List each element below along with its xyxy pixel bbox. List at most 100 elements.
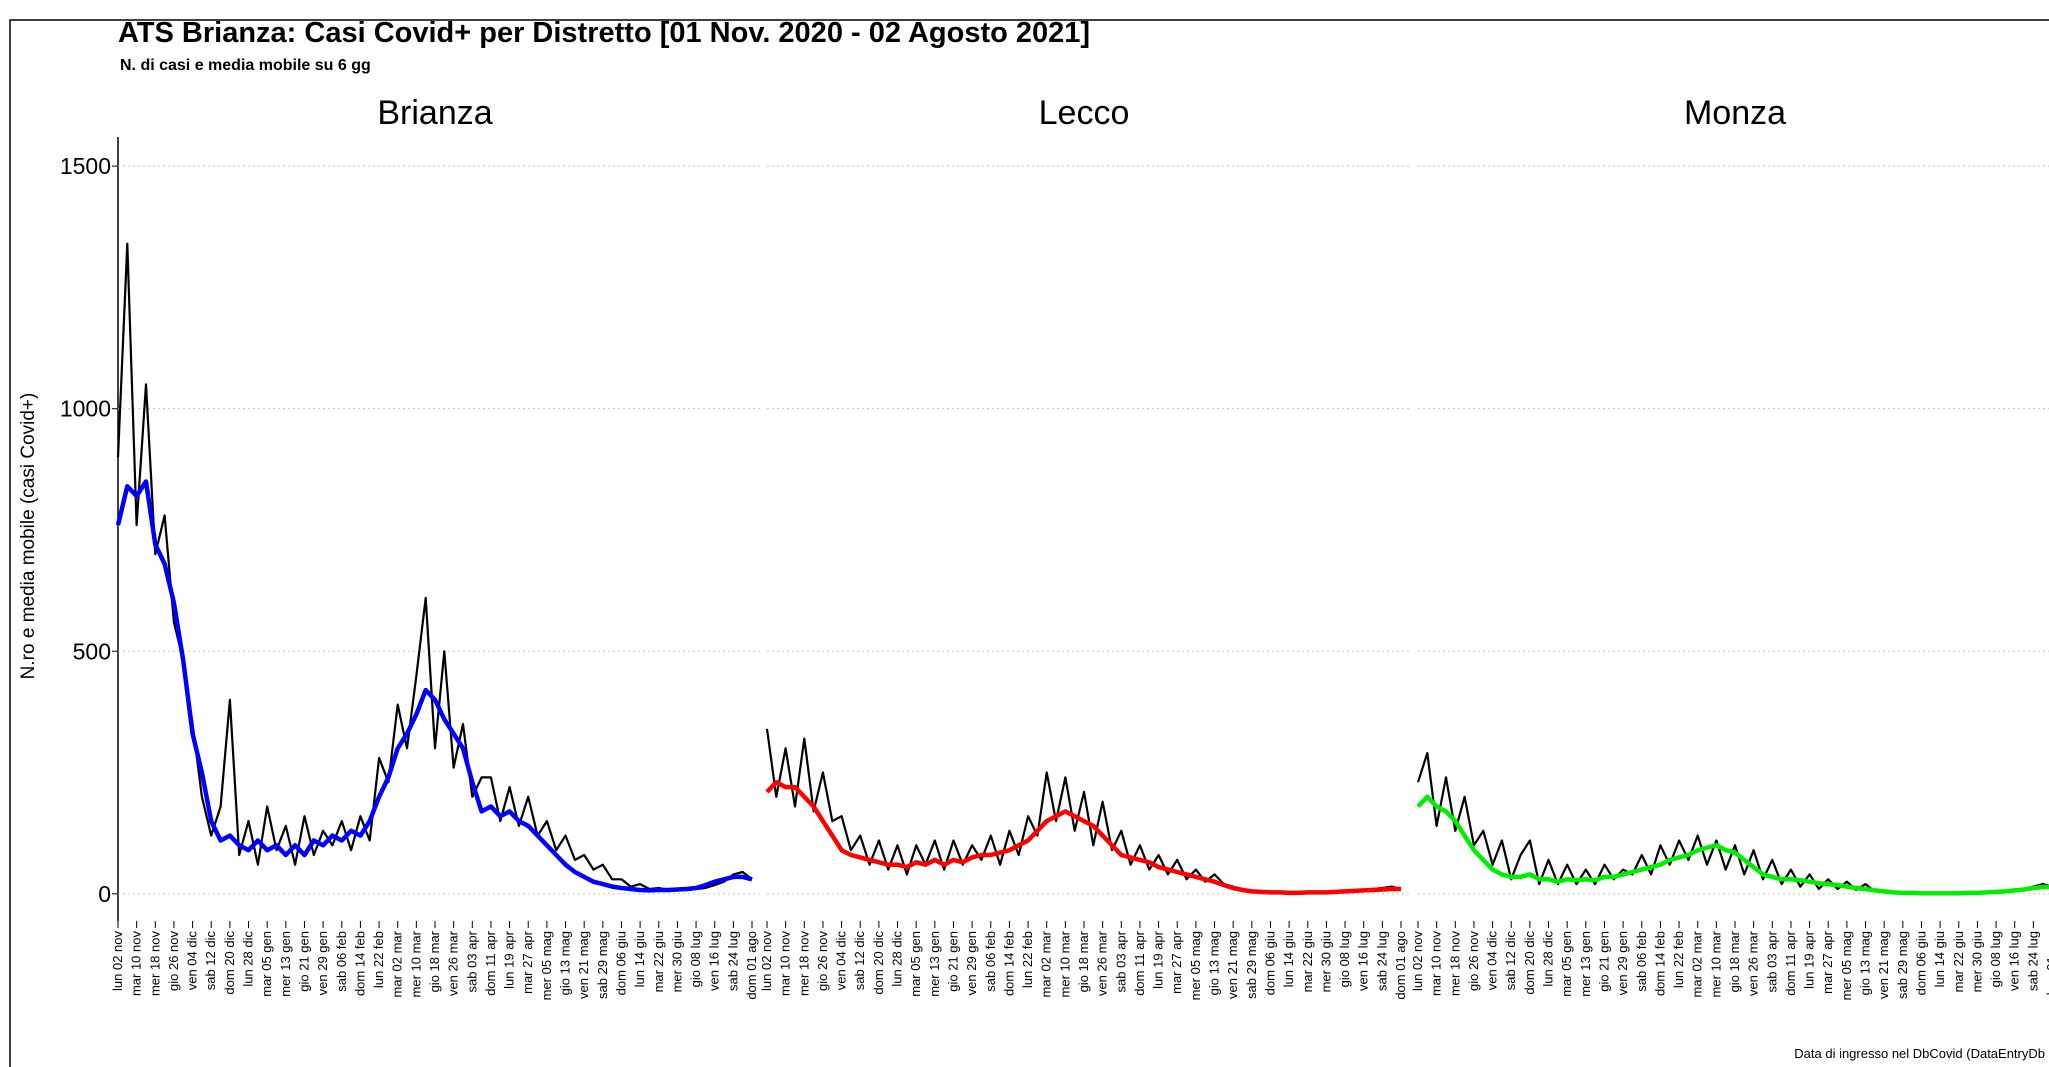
panel-title: Monza: [1684, 94, 1786, 132]
x-tick-label: mer 18 nov: [1447, 931, 1462, 997]
x-tick-label: sab 06 feb: [983, 931, 998, 992]
x-tick-label: mar 22 giu: [1951, 931, 1966, 992]
x-tick-label: ven 16 lug: [707, 931, 722, 991]
x-tick-label: gio 18 mar: [1076, 930, 1091, 992]
x-tick-label: mar 22 giu: [1300, 931, 1315, 992]
x-tick-label: mer 10 mar: [1708, 930, 1723, 997]
x-tick-label: mar 10 nov: [129, 931, 144, 997]
x-tick-label: mer 13 gen: [927, 931, 942, 997]
x-tick-label: lun 14 giu: [1932, 931, 1947, 987]
x-tick-label: gio 26 nov: [166, 931, 181, 991]
x-tick-label: mar 22 giu: [651, 931, 666, 992]
x-tick-label: ven 04 dic: [834, 931, 849, 991]
x-tick-label: gio 18 mar: [427, 930, 442, 992]
x-tick-label: sab 03 apr: [1764, 930, 1779, 992]
x-tick-label: mar 27 apr: [1820, 930, 1835, 994]
x-tick-label: mer 18 nov: [147, 931, 162, 997]
x-tick-label: sab 29 mag: [1895, 931, 1910, 999]
x-tick-label: mer 05 mag: [539, 931, 554, 1000]
y-tick-label: 500: [73, 638, 111, 664]
x-tick-label: gio 21 gen: [296, 931, 311, 992]
x-tick-label: gio 21 gen: [1596, 931, 1611, 992]
x-tick-label: sab 12 dic: [852, 931, 867, 991]
x-tick-label: ven 16 lug: [1356, 931, 1371, 991]
x-tick-label: gio 13 mag: [1207, 931, 1222, 995]
x-tick-label: dom 11 apr: [1132, 930, 1147, 995]
x-tick-label: ven 26 mar: [1746, 930, 1761, 996]
panel-title: Lecco: [1039, 94, 1130, 132]
x-tick-label: dom 20 dic: [1522, 931, 1537, 995]
x-tick-label: mer 13 gen: [1578, 931, 1593, 997]
x-tick-label: ven 21 mag: [576, 931, 591, 999]
x-tick-label: dom 01 ago: [744, 931, 759, 1000]
x-tick-label: mar 02 mar: [1690, 930, 1705, 997]
x-tick-label: gio 13 mag: [1858, 931, 1873, 995]
x-tick-label: mar 27 apr: [520, 930, 535, 994]
x-tick-label: lun 19 apr: [1802, 930, 1817, 988]
x-tick-label: dom 06 giu: [1913, 931, 1928, 995]
x-tick-label: mer 10 mar: [1057, 930, 1072, 997]
x-tick-label: lun 19 apr: [502, 930, 517, 988]
x-tick-label: gio 26 nov: [815, 931, 830, 991]
moving-average-line: [765, 779, 1401, 896]
x-tick-label: mar 05 gen: [1559, 931, 1574, 997]
daily-line: [116, 242, 753, 892]
x-tick-label: lun 22 feb: [1671, 931, 1686, 988]
y-tick-label: 0: [98, 881, 111, 907]
x-tick-label: ven 29 gen: [315, 931, 330, 995]
x-tick-label: mer 30 giu: [1969, 931, 1984, 992]
x-tick-label: mar 10 nov: [1429, 931, 1444, 997]
x-tick-label: sab 29 mag: [1244, 931, 1259, 999]
x-tick-label: dom 06 giu: [1262, 931, 1277, 995]
x-tick-label: gio 13 mag: [558, 931, 573, 995]
x-tick-label: dom 11 apr: [483, 930, 498, 995]
x-tick-label: sab 03 apr: [464, 930, 479, 992]
y-tick-label: 1500: [60, 153, 111, 179]
x-tick-label: mer 18 nov: [796, 931, 811, 997]
x-tick-label: lun 22 feb: [1020, 931, 1035, 988]
x-tick-label: dom 06 giu: [613, 931, 628, 995]
chart-title: ATS Brianza: Casi Covid+ per Distretto […: [118, 17, 1090, 49]
x-tick-label: gio 08 lug: [1337, 931, 1352, 987]
x-tick-label: mer 10 mar: [408, 930, 423, 997]
x-tick-label: mar 10 nov: [778, 931, 793, 997]
x-tick-label: dom 14 feb: [352, 931, 367, 996]
frame: [9, 19, 2049, 1067]
x-tick-label: ven 29 gen: [1615, 931, 1630, 995]
x-tick-label: dom 14 feb: [1652, 931, 1667, 996]
x-tick-label: ven 21 mag: [1876, 931, 1891, 999]
x-tick-label: gio 08 lug: [1988, 931, 2003, 987]
x-tick-label: mer 05 mag: [1839, 931, 1854, 1000]
x-tick-label: lun 28 dic: [890, 931, 905, 987]
x-tick-label: mer 30 giu: [1318, 931, 1333, 992]
x-tick-label: ven 26 mar: [446, 930, 461, 996]
x-tick-label: lun 02 nov: [759, 931, 774, 991]
x-tick-label: lun 02 nov: [1410, 931, 1425, 991]
x-tick-label: mer 30 giu: [669, 931, 684, 992]
x-tick-label: sab 12 dic: [203, 931, 218, 991]
daily-line: [1416, 752, 2049, 895]
x-tick-label: ven 29 gen: [964, 931, 979, 995]
x-tick-label: ven 04 dic: [1485, 931, 1500, 991]
x-tick-label: mar 05 gen: [259, 931, 274, 997]
x-tick-label: ven 04 dic: [185, 931, 200, 991]
x-tick-label: ven 21 mag: [1225, 931, 1240, 999]
x-tick-label: sab 29 mag: [595, 931, 610, 999]
x-tick-label: dom 11 apr: [1783, 930, 1798, 995]
x-tick-label: gio 21 gen: [945, 931, 960, 992]
x-tick-label: ven 26 mar: [1095, 930, 1110, 996]
x-tick-label: lun 02 nov: [110, 931, 125, 991]
x-tick-label: sab 06 feb: [334, 931, 349, 992]
panel-title: Brianza: [377, 94, 492, 132]
x-tick-label: dom 20 dic: [222, 931, 237, 995]
x-tick-label: sab 03 apr: [1113, 930, 1128, 992]
x-tick-label: lun 14 giu: [1281, 931, 1296, 987]
x-tick-label: ven 16 lug: [2007, 931, 2022, 991]
x-tick-label: mar 02 mar: [1039, 930, 1054, 997]
x-tick-label: mar 05 gen: [908, 931, 923, 997]
x-tick-label: lun 28 dic: [241, 931, 256, 987]
y-tick-label: 1000: [60, 396, 111, 422]
x-tick-label: sab 12 dic: [1503, 931, 1518, 991]
